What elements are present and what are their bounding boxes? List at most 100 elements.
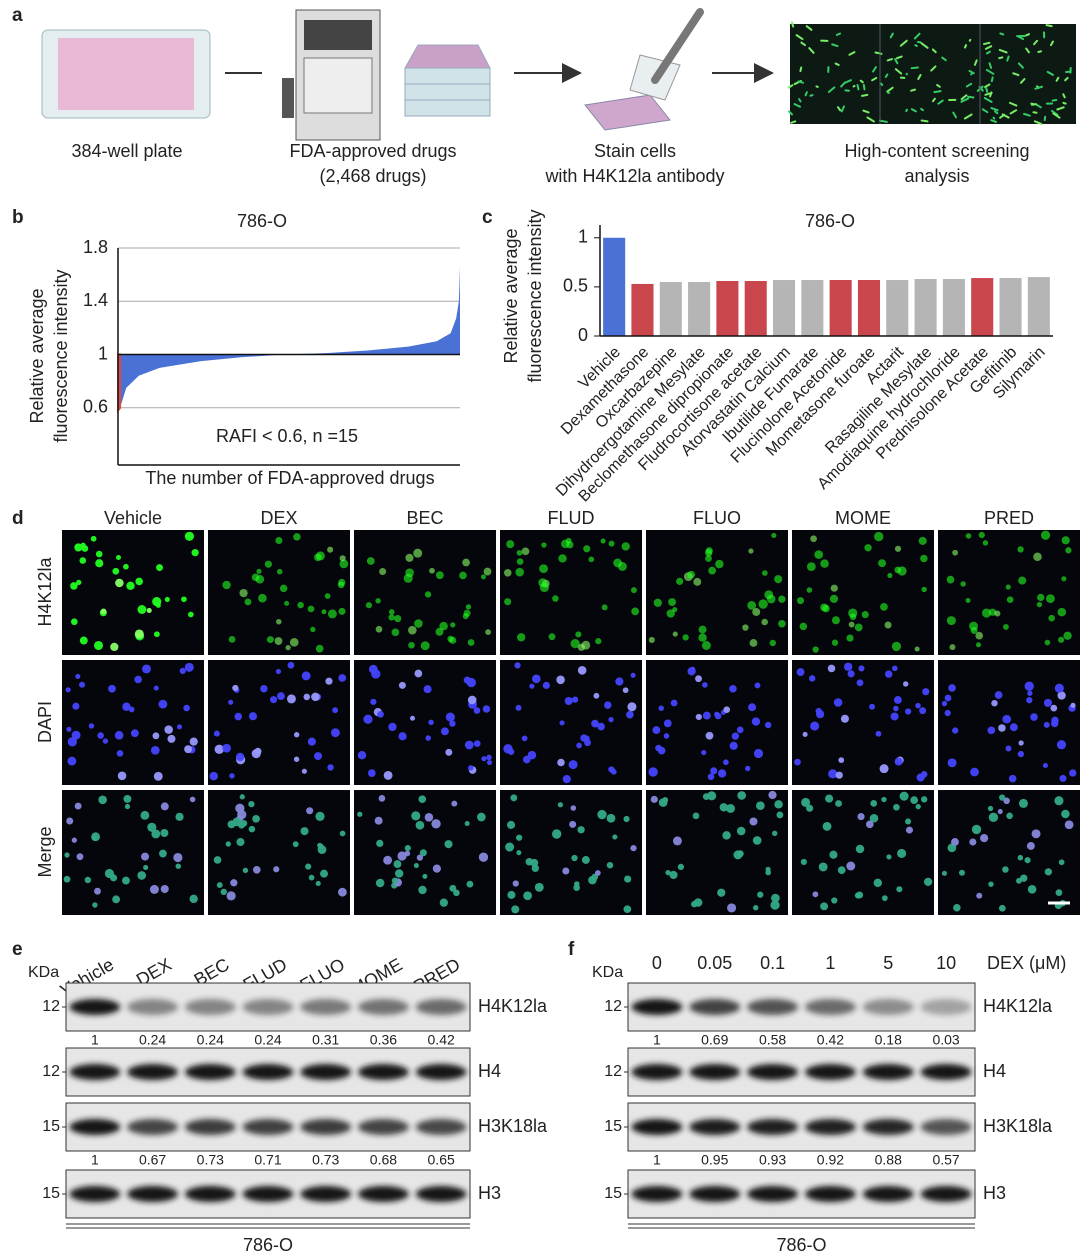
nucleus — [1045, 594, 1055, 604]
nucleus — [383, 770, 393, 780]
nucleus — [820, 559, 829, 568]
nucleus — [321, 609, 327, 615]
nucleus — [905, 708, 912, 715]
nucleus — [624, 875, 632, 883]
nucleus — [1051, 716, 1059, 725]
blot — [627, 982, 976, 1032]
nucleus — [650, 795, 658, 803]
nucleus — [848, 621, 855, 628]
quant-label: 0.73 — [312, 1152, 339, 1168]
nucleus — [776, 811, 784, 819]
nucleus — [431, 819, 441, 829]
nucleus — [248, 801, 255, 808]
cell-line-label: 786-O — [243, 1235, 293, 1255]
nucleus — [856, 891, 864, 899]
nucleus — [828, 769, 838, 779]
nucleus — [905, 818, 912, 825]
bar — [772, 280, 796, 336]
nucleus — [140, 810, 150, 820]
nucleus — [100, 608, 107, 615]
nucleus — [944, 709, 951, 717]
nucleus — [820, 902, 829, 911]
nucleus — [754, 682, 761, 689]
nucleus — [830, 584, 838, 592]
nucleus — [884, 670, 893, 678]
nucleus — [181, 596, 187, 603]
nucleus — [449, 884, 457, 892]
blot-label: H3 — [478, 1183, 501, 1203]
quant-label: 0.65 — [428, 1152, 455, 1168]
quant-label: 0.71 — [254, 1152, 281, 1168]
nucleus — [1005, 584, 1011, 590]
nucleus — [534, 882, 544, 892]
nucleus — [622, 687, 629, 694]
bar — [971, 278, 994, 336]
nucleus — [76, 853, 84, 861]
nucleus — [76, 579, 82, 586]
nucleus — [604, 701, 612, 709]
nucleus — [761, 618, 768, 626]
nucleus — [473, 707, 481, 714]
nucleus — [214, 744, 224, 755]
nucleus — [869, 703, 876, 710]
cell — [998, 56, 1004, 60]
nucleus — [884, 621, 892, 629]
cell — [983, 97, 993, 103]
nucleus — [440, 727, 449, 736]
nucleus — [1058, 636, 1065, 643]
nucleus — [829, 850, 838, 859]
nucleus — [122, 702, 131, 711]
cell — [852, 84, 856, 88]
quant-label: 1 — [653, 1152, 661, 1168]
cell — [1050, 109, 1059, 116]
nucleus — [1017, 854, 1024, 861]
nucleus — [965, 597, 971, 603]
nucleus — [723, 706, 731, 713]
nucleus — [275, 668, 281, 675]
nucleus — [606, 861, 614, 869]
cell — [862, 109, 870, 114]
nucleus — [117, 771, 127, 781]
cell — [871, 77, 878, 82]
nucleus — [571, 696, 579, 703]
band — [242, 999, 294, 1015]
nucleus — [242, 867, 249, 874]
nucleus — [905, 826, 913, 834]
nucleus — [507, 748, 515, 755]
bar — [603, 237, 626, 336]
cell — [994, 110, 999, 115]
nucleus — [1065, 547, 1072, 554]
nucleus — [692, 812, 700, 820]
nucleus — [947, 758, 957, 768]
nucleus — [516, 850, 522, 856]
nucleus — [1037, 593, 1045, 602]
y-axis-label: Relative average — [27, 288, 47, 423]
cell — [1043, 115, 1047, 122]
cell — [874, 51, 883, 55]
nucleus — [880, 603, 888, 611]
nucleus — [676, 577, 684, 585]
nucleus — [71, 730, 81, 740]
cell — [913, 32, 921, 40]
micrograph — [354, 660, 496, 785]
nucleus — [235, 752, 245, 762]
nucleus — [829, 594, 839, 603]
nucleus — [66, 726, 72, 732]
nucleus — [801, 797, 811, 807]
unit-label: KDa — [28, 964, 59, 981]
nucleus — [701, 749, 707, 756]
nucleus — [562, 867, 570, 875]
nucleus — [626, 710, 634, 719]
nucleus — [833, 698, 843, 707]
nucleus — [229, 773, 235, 779]
cell — [1008, 101, 1018, 107]
nucleus — [997, 809, 1003, 815]
cell — [1009, 109, 1018, 115]
marker-label: 12 — [42, 1063, 60, 1080]
nucleus — [756, 801, 765, 811]
blot — [627, 1169, 976, 1219]
nucleus — [835, 771, 843, 779]
nucleus — [687, 570, 696, 579]
nucleus — [93, 640, 104, 651]
nucleus — [847, 670, 855, 678]
